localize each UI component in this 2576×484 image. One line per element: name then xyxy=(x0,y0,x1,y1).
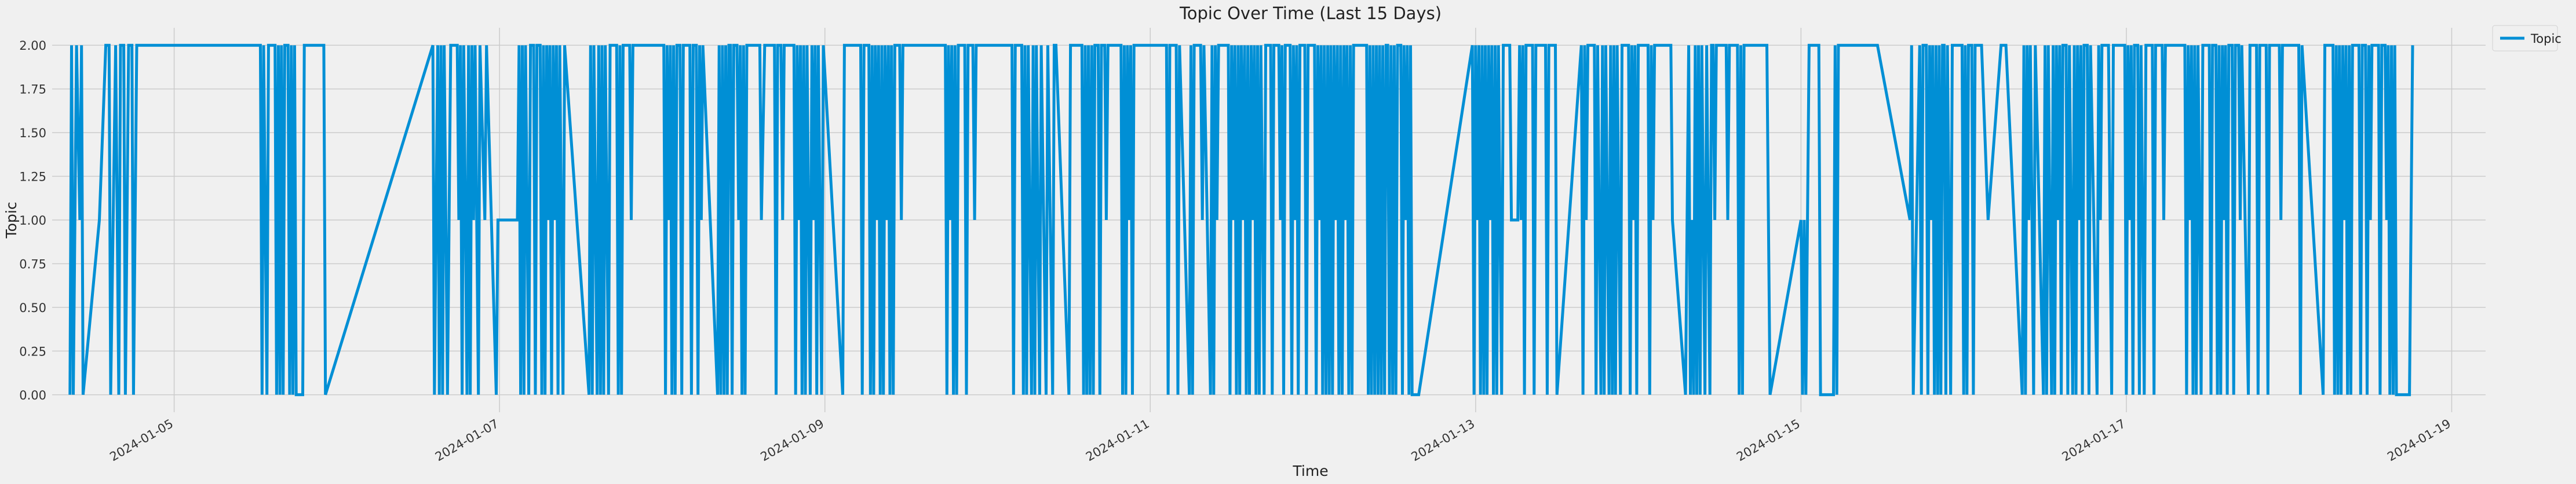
y-tick-label: 1.75 xyxy=(19,83,46,97)
y-tick-label: 1.00 xyxy=(19,214,46,228)
legend: Topic xyxy=(2492,25,2562,52)
y-tick-label: 1.25 xyxy=(19,170,46,184)
y-tick-label: 0.50 xyxy=(19,301,46,315)
y-ticks: 0.00 0.25 0.50 0.75 1.00 1.25 1.50 1.75 2.00 xyxy=(19,39,46,402)
series-line-topic xyxy=(68,43,2414,397)
legend-box xyxy=(2492,25,2558,52)
legend-entry-topic: Topic xyxy=(2530,32,2562,46)
y-tick-label: 2.00 xyxy=(19,39,46,53)
x-axis-label: Time xyxy=(1292,463,1328,479)
y-axis-label: Topic xyxy=(3,202,20,239)
series-topic xyxy=(68,43,2414,397)
y-tick-label: 1.50 xyxy=(19,126,46,140)
y-tick-label: 0.25 xyxy=(19,344,46,358)
y-tick-label: 0.75 xyxy=(19,257,46,271)
y-tick-label: 0.00 xyxy=(19,388,46,402)
chart-title: Topic Over Time (Last 15 Days) xyxy=(1179,3,1442,23)
